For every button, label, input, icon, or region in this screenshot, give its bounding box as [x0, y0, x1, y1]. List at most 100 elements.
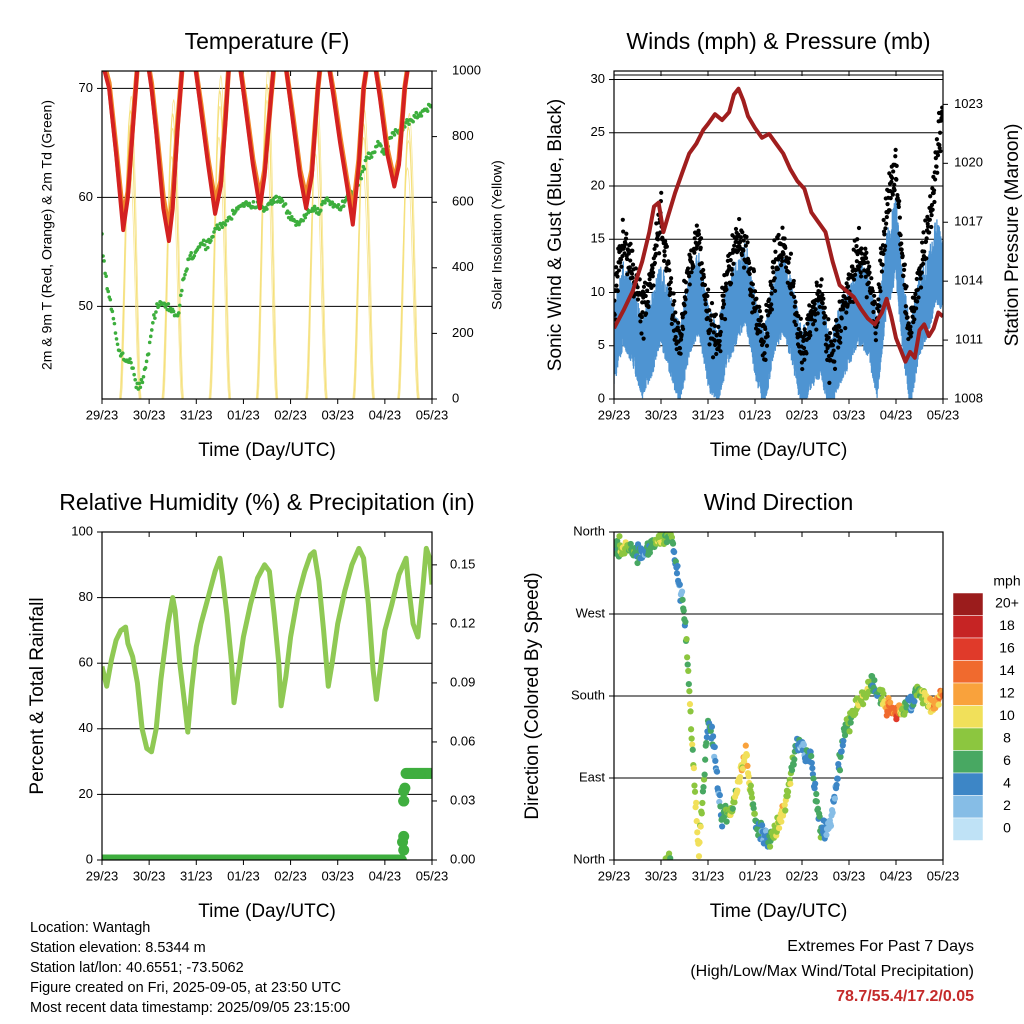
gust-point — [778, 262, 784, 268]
gust-point — [754, 296, 759, 301]
dewpoint-point — [147, 340, 152, 345]
gust-point — [814, 283, 820, 288]
right-tick-label: 0.00 — [450, 851, 475, 866]
wind-direction-point — [750, 805, 757, 812]
gust-point — [653, 251, 659, 256]
gust-point — [932, 199, 937, 205]
wind-direction-point — [731, 799, 738, 806]
gust-point — [908, 324, 913, 329]
gust-point — [623, 236, 629, 241]
dewpoint-point — [146, 352, 151, 356]
gust-point — [721, 298, 726, 303]
gust-point — [758, 329, 763, 334]
gust-point — [863, 255, 869, 261]
gust-point — [675, 325, 680, 330]
gust-point — [732, 243, 737, 248]
gust-point — [621, 229, 626, 234]
gust-point — [862, 260, 867, 265]
dewpoint-point — [182, 276, 186, 281]
gust-point — [915, 299, 920, 304]
gust-point — [801, 345, 807, 351]
gust-point — [829, 339, 834, 344]
gust-point — [701, 274, 706, 280]
dewpoint-point — [272, 200, 276, 205]
gust-point — [918, 285, 924, 290]
gust-point — [800, 366, 805, 372]
gust-point — [903, 304, 908, 309]
gust-point — [796, 326, 801, 332]
gust-point — [711, 330, 716, 335]
dewpoint-point — [120, 351, 125, 355]
dewpoint-point — [102, 259, 106, 263]
wind-direction-point — [790, 761, 797, 768]
gust-point — [750, 294, 755, 299]
wind-direction-point — [685, 681, 692, 688]
y-tick-label: 100 — [71, 523, 93, 538]
dewpoint-point — [320, 202, 324, 207]
gust-point — [893, 154, 898, 159]
gust-point — [919, 270, 924, 275]
wind-direction-point — [781, 801, 788, 809]
dewpoint-point — [312, 204, 317, 209]
gust-point — [819, 277, 824, 282]
x-tick-label: 29/23 — [598, 407, 631, 422]
gust-point — [820, 292, 825, 297]
wind-direction-point — [759, 822, 766, 829]
solar-insolation-line — [210, 75, 232, 399]
gust-point — [737, 216, 742, 222]
solar-insolation-line — [120, 95, 142, 399]
right-tick-label: 600 — [452, 194, 474, 209]
left-axis-label: Percent & Total Rainfall — [27, 597, 48, 794]
gust-point — [625, 272, 630, 277]
gust-point — [899, 241, 904, 246]
gust-point — [854, 259, 859, 264]
wind-direction-point — [678, 588, 686, 595]
gust-point — [712, 323, 717, 328]
dewpoint-point — [419, 114, 424, 118]
x-tick-label: 05/23 — [416, 868, 449, 883]
dewpoint-point — [363, 158, 368, 163]
gust-point — [924, 236, 929, 241]
gust-point — [823, 314, 828, 319]
dewpoint-point — [140, 380, 145, 385]
gust-point — [662, 249, 667, 254]
gust-point — [781, 251, 786, 257]
precipitation-point — [395, 854, 407, 860]
x-tick-label: 29/23 — [86, 407, 119, 422]
colorbar-swatch — [952, 750, 984, 774]
wind-direction-point — [723, 818, 730, 825]
gust-point — [870, 288, 875, 294]
dewpoint-point — [149, 328, 154, 332]
gust-point — [763, 326, 768, 332]
colorbar-swatch — [952, 637, 984, 661]
dewpoint-point — [176, 311, 181, 315]
chart-title: Wind Direction — [704, 489, 854, 515]
gust-point — [696, 232, 702, 237]
wind-direction-point — [700, 776, 708, 783]
solar-insolation-line — [208, 136, 230, 399]
right-tick-label: 800 — [452, 128, 474, 143]
gust-point — [901, 273, 906, 279]
gust-point — [717, 343, 722, 348]
relative-humidity-line — [102, 545, 432, 755]
gust-point — [703, 297, 708, 302]
gust-point — [763, 357, 768, 362]
gust-point — [614, 312, 617, 317]
wind-direction-point — [747, 782, 754, 789]
wind-direction-point — [634, 559, 641, 567]
gust-point — [728, 258, 733, 263]
solar-insolation-line — [352, 164, 373, 399]
y-tick-label: 15 — [591, 231, 605, 246]
gust-point — [738, 239, 743, 244]
y-tick-label: 0 — [86, 851, 93, 866]
gust-point — [767, 297, 772, 302]
precipitation-point — [398, 795, 410, 807]
gust-point — [626, 248, 631, 253]
gust-point — [780, 225, 785, 230]
gust-point — [830, 343, 836, 348]
gust-point — [650, 274, 655, 279]
gust-point — [619, 264, 624, 269]
dewpoint-point — [242, 204, 246, 208]
gust-point — [688, 255, 693, 260]
gust-point — [804, 351, 809, 356]
